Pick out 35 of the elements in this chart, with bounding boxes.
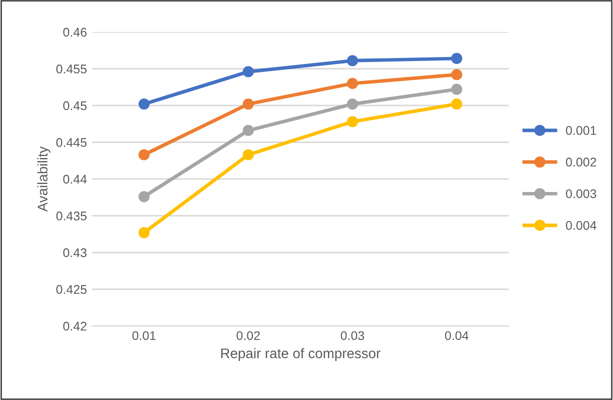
y-tick-label: 0.445: [56, 138, 87, 147]
point: [242, 66, 254, 78]
point: [138, 98, 150, 110]
y-tick-label: 0.435: [56, 212, 87, 220]
point: [346, 55, 358, 66]
x-tick-label: 0.04: [445, 331, 468, 340]
y-tick-label: 0.425: [56, 285, 87, 294]
legend-label: 0.001: [566, 126, 596, 135]
point: [242, 124, 254, 136]
y-tick-label: 0.46: [63, 28, 87, 37]
point: [138, 191, 150, 202]
point: [242, 149, 254, 160]
x-tick-label: 0.03: [340, 331, 364, 340]
point: [346, 116, 358, 128]
legend-label: 0.003: [566, 189, 596, 198]
point: [138, 149, 150, 160]
point: [138, 227, 150, 238]
y-tick-label: 0.44: [63, 174, 87, 184]
y-tick-label: 0.42: [63, 322, 86, 331]
point: [451, 69, 462, 80]
legend-label: 0.004: [566, 220, 596, 230]
y-tick-label: 0.455: [56, 64, 87, 74]
x-axis-title: Repair rate of compressor: [221, 348, 380, 362]
point: [451, 84, 462, 95]
point: [346, 78, 358, 90]
x-tick-label: 0.01: [132, 331, 156, 340]
y-tick-label: 0.45: [63, 101, 87, 110]
legend-label: 0.002: [566, 158, 596, 167]
point: [346, 98, 358, 110]
x-tick-label: 0.02: [236, 331, 260, 340]
point: [451, 98, 462, 110]
point: [242, 98, 254, 110]
y-axis-title: Availability: [37, 146, 50, 212]
point: [451, 52, 462, 64]
y-tick-label: 0.43: [63, 248, 87, 258]
